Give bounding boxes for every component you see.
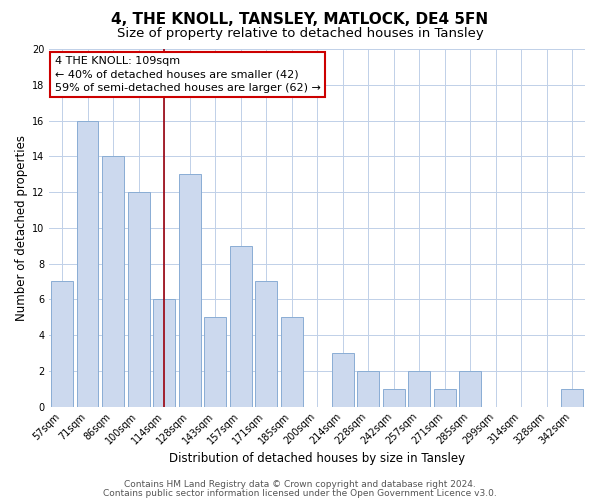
Text: 4, THE KNOLL, TANSLEY, MATLOCK, DE4 5FN: 4, THE KNOLL, TANSLEY, MATLOCK, DE4 5FN [112, 12, 488, 28]
Bar [103, 156, 124, 406]
Bar [460, 371, 481, 406]
Bar [409, 371, 430, 406]
Bar [128, 192, 149, 406]
Bar [358, 371, 379, 406]
Bar [205, 317, 226, 406]
Text: 4 THE KNOLL: 109sqm
← 40% of detached houses are smaller (42)
59% of semi-detach: 4 THE KNOLL: 109sqm ← 40% of detached ho… [55, 56, 320, 92]
Bar [77, 120, 98, 406]
Bar [179, 174, 200, 406]
Text: Contains HM Land Registry data © Crown copyright and database right 2024.: Contains HM Land Registry data © Crown c… [124, 480, 476, 489]
Y-axis label: Number of detached properties: Number of detached properties [15, 135, 28, 321]
Bar [383, 388, 404, 406]
Text: Contains public sector information licensed under the Open Government Licence v3: Contains public sector information licen… [103, 488, 497, 498]
Bar [230, 246, 251, 406]
Text: Size of property relative to detached houses in Tansley: Size of property relative to detached ho… [116, 28, 484, 40]
Bar [256, 282, 277, 406]
Bar [52, 282, 73, 406]
X-axis label: Distribution of detached houses by size in Tansley: Distribution of detached houses by size … [169, 452, 465, 465]
Bar [154, 300, 175, 406]
Bar [434, 388, 455, 406]
Bar [332, 353, 353, 406]
Bar [562, 388, 583, 406]
Bar [281, 317, 302, 406]
